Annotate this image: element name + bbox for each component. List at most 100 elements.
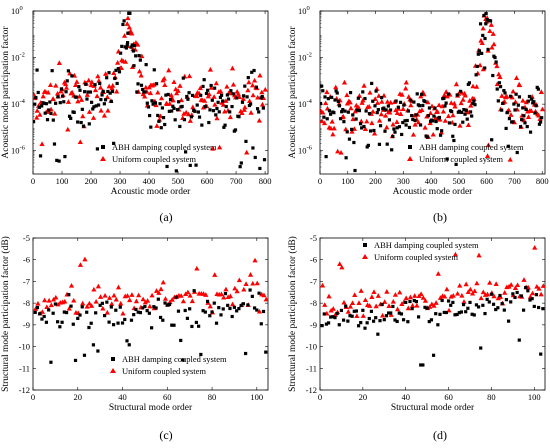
data-point-triangle bbox=[374, 100, 381, 105]
data-point-square bbox=[461, 303, 466, 307]
data-point-square bbox=[322, 115, 326, 119]
data-point-square bbox=[163, 122, 167, 127]
data-point-square bbox=[161, 116, 166, 120]
x-tick-label: 500 bbox=[453, 176, 466, 186]
data-point-square bbox=[154, 306, 158, 310]
legend-marker-triangle bbox=[407, 156, 413, 161]
data-point-triangle bbox=[390, 121, 396, 127]
data-point-triangle bbox=[339, 264, 345, 270]
data-point-triangle bbox=[89, 79, 95, 85]
data-point-square bbox=[69, 304, 73, 308]
data-point-triangle bbox=[532, 245, 538, 250]
data-point-square bbox=[78, 88, 82, 92]
data-point-square bbox=[470, 312, 474, 316]
data-point-triangle bbox=[356, 300, 362, 305]
data-point-triangle bbox=[63, 81, 69, 87]
data-point-square bbox=[117, 70, 122, 74]
data-point-triangle bbox=[92, 87, 99, 93]
data-point-square bbox=[139, 83, 144, 87]
data-point-square bbox=[501, 101, 505, 105]
data-point-triangle bbox=[403, 79, 409, 85]
data-point-square bbox=[338, 117, 343, 121]
data-point-square bbox=[44, 320, 49, 324]
legend-label: Uniform coupled system bbox=[112, 154, 196, 164]
data-point-square bbox=[429, 318, 434, 322]
data-point-triangle bbox=[174, 90, 180, 96]
legend-marker-square bbox=[408, 145, 412, 149]
data-point-square bbox=[136, 310, 140, 314]
x-tick-label: 700 bbox=[508, 176, 521, 186]
data-point-square bbox=[353, 168, 357, 173]
data-point-square bbox=[159, 126, 163, 130]
data-point-square bbox=[64, 90, 68, 94]
data-point-triangle bbox=[326, 293, 332, 299]
data-point-square bbox=[182, 118, 187, 122]
data-point-square bbox=[415, 92, 419, 96]
y-tick-label: -10 bbox=[306, 342, 317, 352]
data-point-square bbox=[533, 111, 537, 115]
legend-marker-triangle bbox=[110, 368, 116, 373]
data-point-square bbox=[455, 312, 459, 317]
data-point-triangle bbox=[337, 261, 343, 266]
data-point-triangle bbox=[485, 142, 491, 148]
data-point-triangle bbox=[358, 118, 364, 124]
data-point-triangle bbox=[97, 84, 104, 90]
x-tick-label: 100 bbox=[56, 176, 69, 186]
data-point-square bbox=[423, 99, 427, 104]
data-point-square bbox=[111, 323, 116, 327]
data-point-triangle bbox=[410, 131, 417, 137]
data-point-square bbox=[94, 311, 98, 315]
data-point-square bbox=[391, 304, 395, 309]
data-point-square bbox=[378, 319, 382, 323]
y-tick-label: -11 bbox=[306, 363, 317, 373]
data-point-square bbox=[515, 290, 519, 295]
data-point-triangle bbox=[433, 300, 439, 305]
y-tick-label: -9 bbox=[310, 320, 317, 330]
x-tick-label: 60 bbox=[163, 392, 172, 402]
data-point-square bbox=[342, 120, 346, 124]
data-point-square bbox=[522, 114, 526, 118]
data-point-triangle bbox=[86, 300, 92, 306]
data-point-square bbox=[411, 117, 415, 122]
data-point-square bbox=[489, 292, 494, 296]
data-point-triangle bbox=[354, 313, 360, 319]
data-point-triangle bbox=[408, 102, 414, 108]
data-point-triangle bbox=[129, 30, 135, 36]
data-point-triangle bbox=[106, 295, 113, 300]
data-point-square bbox=[226, 303, 230, 307]
data-point-square bbox=[344, 304, 348, 308]
data-point-square bbox=[505, 111, 509, 115]
legend-label: Uniform coupled system bbox=[122, 366, 206, 376]
data-point-square bbox=[174, 295, 178, 299]
data-point-triangle bbox=[480, 289, 486, 295]
data-point-triangle bbox=[33, 306, 39, 311]
data-point-triangle bbox=[320, 118, 325, 124]
data-point-square bbox=[62, 100, 66, 104]
data-point-square bbox=[347, 137, 352, 141]
data-point-square bbox=[498, 293, 502, 298]
data-point-triangle bbox=[361, 83, 367, 88]
data-point-triangle bbox=[223, 286, 229, 292]
data-point-square bbox=[324, 155, 328, 159]
x-tick-label: 800 bbox=[259, 176, 272, 186]
data-point-square bbox=[235, 96, 239, 100]
data-point-triangle bbox=[335, 148, 341, 154]
data-point-square bbox=[53, 302, 57, 306]
data-point-square bbox=[56, 95, 60, 99]
data-point-square bbox=[136, 82, 140, 86]
data-point-square bbox=[521, 308, 526, 312]
data-point-triangle bbox=[525, 114, 532, 119]
data-point-square bbox=[484, 12, 488, 16]
data-point-triangle bbox=[452, 103, 458, 109]
data-point-square bbox=[58, 101, 62, 105]
data-point-triangle bbox=[394, 119, 400, 124]
data-point-triangle bbox=[436, 102, 442, 108]
data-point-square bbox=[38, 154, 43, 158]
data-point-square bbox=[364, 109, 368, 113]
x-tick-label: 0 bbox=[318, 392, 322, 402]
data-point-square bbox=[526, 289, 530, 293]
plot-frame bbox=[319, 237, 546, 391]
data-point-square bbox=[464, 108, 468, 112]
data-point-triangle bbox=[468, 102, 474, 108]
data-point-square bbox=[455, 93, 459, 97]
